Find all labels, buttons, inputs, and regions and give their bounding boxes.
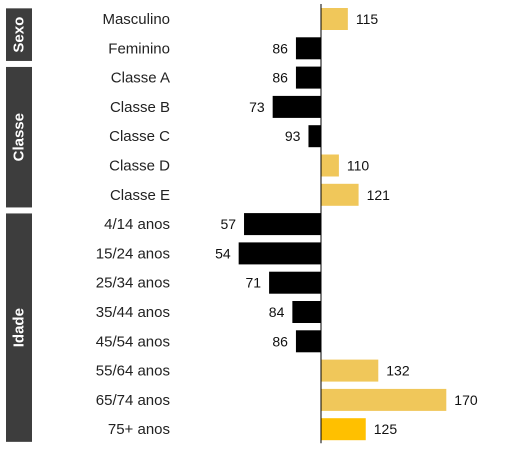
category-labels: Masculino Feminino Classe A Classe B Classe … [96, 11, 170, 438]
category-label: 4/14 anos [104, 216, 170, 233]
group-boxes: Sexo Classe Idade [6, 8, 32, 442]
value-label: 86 [272, 70, 288, 86]
category-label: Classe D [109, 158, 170, 175]
group-box [6, 213, 32, 442]
bar [272, 95, 321, 118]
bar [308, 125, 321, 148]
value-labels: 115 86 86 73 93 110 121 57 54 71 84 86 132 170 125 [215, 11, 478, 437]
group-box [6, 66, 32, 208]
group-label: Sexo [11, 17, 28, 53]
bar [321, 8, 348, 30]
value-label: 110 [347, 158, 370, 174]
category-label: Classe B [110, 99, 170, 116]
category-label: 15/24 anos [96, 245, 170, 262]
bar [244, 213, 321, 236]
group-label: Classe [11, 113, 28, 161]
bar [292, 301, 321, 323]
category-label: 45/54 anos [96, 333, 170, 350]
bar [321, 154, 339, 177]
bar [295, 330, 321, 353]
group-box [6, 8, 32, 61]
category-label: Feminino [108, 40, 170, 57]
value-label: 57 [220, 216, 236, 232]
bar [321, 359, 379, 382]
category-label: Classe E [110, 187, 170, 204]
value-label: 125 [374, 421, 398, 437]
group-label: Idade [11, 308, 28, 347]
bar [321, 183, 359, 206]
bar [295, 66, 321, 89]
value-label: 86 [272, 333, 288, 349]
bar [321, 388, 447, 411]
category-label: 55/64 anos [96, 363, 170, 380]
category-label: 75+ anos [108, 421, 170, 438]
bar [321, 418, 366, 441]
bars [238, 8, 447, 441]
value-label: 121 [367, 187, 391, 203]
bar [238, 242, 321, 265]
category-label: 25/34 anos [96, 275, 170, 292]
category-label: Classe A [111, 70, 170, 87]
value-label: 170 [454, 392, 478, 408]
value-label: 132 [386, 363, 410, 379]
bar [269, 271, 321, 294]
value-label: 54 [215, 245, 231, 261]
bar [295, 37, 321, 60]
category-label: Masculino [102, 11, 170, 28]
category-label: Classe C [109, 128, 170, 145]
value-label: 71 [246, 275, 262, 291]
category-label: 35/44 anos [96, 304, 170, 321]
value-label: 93 [285, 128, 301, 144]
value-label: 73 [249, 99, 265, 115]
category-label: 65/74 anos [96, 392, 170, 409]
value-label: 115 [356, 11, 379, 27]
value-label: 84 [269, 304, 285, 320]
value-label: 86 [272, 40, 288, 56]
